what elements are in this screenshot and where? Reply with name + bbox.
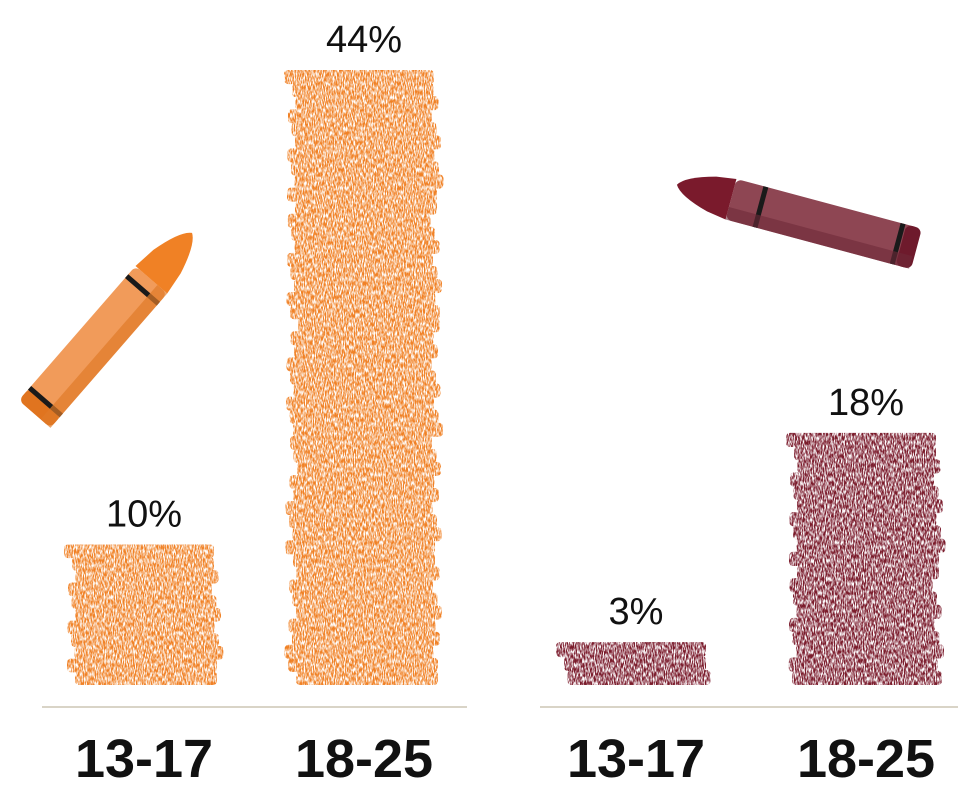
tick-label: 18-25	[797, 729, 935, 786]
value-label: 3%	[609, 591, 664, 633]
tick-label: 13-17	[567, 729, 705, 786]
bar-orange-13-17	[64, 544, 224, 685]
bar-maroon-13-17	[556, 642, 711, 685]
value-label: 44%	[326, 19, 402, 61]
orange-crayon-icon	[21, 232, 193, 428]
maroon-crayon-icon	[676, 176, 921, 269]
value-label: 10%	[106, 493, 182, 535]
bar-maroon-18-25	[786, 432, 946, 685]
value-label: 18%	[828, 382, 904, 424]
tick-label: 13-17	[75, 729, 213, 786]
bar-orange-18-25	[284, 70, 444, 685]
tick-label: 18-25	[295, 729, 433, 786]
